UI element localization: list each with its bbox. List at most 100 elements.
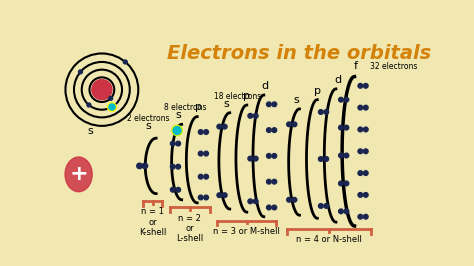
Text: s: s	[87, 126, 93, 136]
Ellipse shape	[358, 169, 368, 177]
Circle shape	[198, 130, 203, 134]
Circle shape	[338, 181, 343, 186]
Circle shape	[358, 193, 363, 197]
Circle shape	[272, 205, 277, 210]
Circle shape	[266, 153, 271, 158]
Circle shape	[109, 97, 113, 100]
Ellipse shape	[170, 163, 181, 170]
Ellipse shape	[358, 104, 368, 111]
Circle shape	[287, 197, 292, 202]
Ellipse shape	[319, 155, 328, 163]
Ellipse shape	[358, 213, 368, 221]
Circle shape	[204, 151, 209, 156]
Circle shape	[137, 163, 142, 169]
Circle shape	[292, 197, 297, 202]
Ellipse shape	[338, 96, 349, 103]
Circle shape	[248, 199, 253, 204]
Circle shape	[364, 171, 368, 175]
Circle shape	[324, 110, 328, 114]
Ellipse shape	[338, 180, 349, 187]
Circle shape	[364, 214, 368, 219]
Circle shape	[217, 193, 222, 197]
Ellipse shape	[248, 198, 258, 205]
Ellipse shape	[266, 152, 277, 160]
Circle shape	[344, 97, 349, 102]
Circle shape	[319, 157, 323, 161]
Circle shape	[109, 104, 115, 110]
Ellipse shape	[217, 123, 227, 130]
Circle shape	[266, 205, 271, 210]
Circle shape	[142, 163, 147, 169]
Text: s: s	[224, 99, 229, 109]
Circle shape	[266, 102, 271, 107]
Ellipse shape	[358, 148, 368, 155]
Text: s: s	[176, 110, 182, 120]
Ellipse shape	[170, 140, 181, 147]
Circle shape	[79, 70, 82, 74]
Circle shape	[319, 110, 323, 114]
Text: +: +	[69, 164, 88, 184]
Circle shape	[358, 84, 363, 88]
Ellipse shape	[198, 128, 209, 136]
Ellipse shape	[198, 150, 209, 157]
Text: n = 4 or N-shell: n = 4 or N-shell	[296, 235, 362, 244]
Text: 2 electrons: 2 electrons	[127, 114, 170, 123]
Circle shape	[344, 125, 349, 130]
Circle shape	[338, 125, 343, 130]
Circle shape	[204, 130, 209, 134]
Ellipse shape	[338, 208, 349, 215]
Ellipse shape	[266, 126, 277, 134]
Circle shape	[344, 181, 349, 186]
Text: p: p	[195, 102, 202, 113]
Circle shape	[171, 188, 175, 192]
Text: d: d	[262, 81, 269, 91]
Circle shape	[324, 157, 328, 161]
Text: d: d	[334, 75, 341, 85]
Circle shape	[222, 193, 227, 197]
Text: 18 electrons: 18 electrons	[214, 92, 261, 101]
Circle shape	[217, 124, 222, 129]
Circle shape	[358, 214, 363, 219]
Circle shape	[292, 122, 297, 127]
Circle shape	[198, 174, 203, 179]
Circle shape	[87, 103, 91, 107]
Text: p: p	[243, 91, 250, 101]
Ellipse shape	[358, 82, 368, 90]
Circle shape	[266, 128, 271, 132]
Ellipse shape	[266, 204, 277, 211]
Circle shape	[171, 141, 175, 146]
Circle shape	[324, 204, 328, 208]
Circle shape	[176, 141, 181, 146]
Circle shape	[364, 105, 368, 110]
Ellipse shape	[65, 157, 92, 192]
Circle shape	[173, 127, 181, 134]
Ellipse shape	[338, 124, 349, 131]
Text: n = 2
or
L-shell: n = 2 or L-shell	[176, 214, 203, 243]
Circle shape	[319, 204, 323, 208]
Text: s: s	[146, 121, 151, 131]
Circle shape	[364, 149, 368, 153]
Circle shape	[272, 128, 277, 132]
Text: p: p	[314, 86, 321, 95]
Circle shape	[272, 153, 277, 158]
Circle shape	[92, 80, 112, 100]
Ellipse shape	[319, 202, 328, 210]
Circle shape	[266, 179, 271, 184]
Ellipse shape	[266, 178, 277, 185]
Ellipse shape	[338, 152, 349, 159]
Circle shape	[254, 114, 258, 118]
Ellipse shape	[198, 173, 209, 180]
Ellipse shape	[217, 192, 227, 199]
Circle shape	[338, 153, 343, 158]
Circle shape	[358, 171, 363, 175]
Circle shape	[254, 199, 258, 204]
Circle shape	[338, 209, 343, 214]
Circle shape	[198, 195, 203, 200]
Text: n = 3 or M-shell: n = 3 or M-shell	[213, 227, 280, 236]
Circle shape	[198, 151, 203, 156]
Circle shape	[204, 174, 209, 179]
Circle shape	[358, 127, 363, 132]
Ellipse shape	[319, 108, 328, 116]
Circle shape	[176, 188, 181, 192]
Circle shape	[254, 156, 258, 161]
